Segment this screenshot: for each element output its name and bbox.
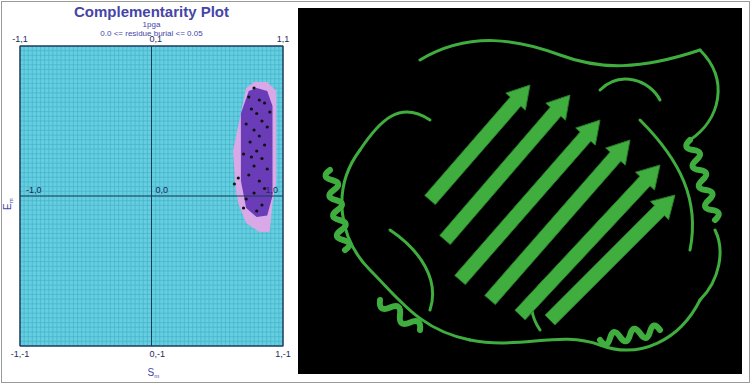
density-region [241,88,273,217]
figure: Complementarity Plot1pga0.0 <= residue b… [0,0,751,384]
point [242,206,245,209]
label-sub: m [154,373,159,379]
point [258,98,261,101]
corner-label: -1,-1 [11,349,30,359]
corner-label: -1,0 [26,185,42,195]
title: Complementarity Plot [74,3,229,20]
helix [600,325,660,344]
corner-label: 1,1 [277,34,290,44]
point [247,173,250,176]
corner-label: 0,-1 [150,349,166,359]
point [258,179,261,182]
point [266,125,269,128]
point [252,128,255,131]
point [245,197,248,200]
point [255,112,258,115]
beta-strand [425,85,530,205]
point [266,167,269,170]
loop [470,300,700,350]
protein-cartoon [298,8,742,374]
fine-grid [20,46,283,346]
axes [20,46,283,346]
beta-strand [545,195,675,325]
loop [360,112,430,150]
point [263,143,266,146]
loop [390,230,433,310]
loop [690,50,718,140]
corner-label: 0,1 [150,34,163,44]
corner-label: 1,-1 [275,349,291,359]
point [255,149,258,152]
y-tick-line [20,196,283,197]
point [252,164,255,167]
point [260,119,263,122]
subtitle: 1pga [143,20,161,29]
point [250,107,253,110]
point [260,203,263,206]
corner-label: 0,0 [156,185,169,195]
point [263,101,266,104]
point [245,122,248,125]
corner-label: 1,0 [265,185,278,195]
point [237,176,240,179]
x-axis-label: Sm [148,367,160,379]
point [252,191,255,194]
label-sub: m [8,198,14,203]
point [233,182,236,185]
figure-border [2,2,750,383]
loop [420,41,700,66]
helix [686,140,719,220]
point [249,140,252,143]
loop [600,79,660,100]
point [268,110,271,113]
helix [380,300,420,330]
loop [700,230,720,300]
plot-frame [20,46,283,346]
plot-data [233,82,276,232]
density-region [233,82,276,232]
point [260,157,263,160]
point [258,134,261,137]
beta-strand [515,165,660,320]
helix [325,170,349,250]
y-axis-label: Em [2,198,14,210]
render-background [298,8,742,374]
point [255,209,258,212]
point [252,86,255,89]
point [250,155,253,158]
grid-line [20,196,283,197]
point [247,95,250,98]
corner-label: -1,1 [12,34,28,44]
point [242,152,245,155]
plot-background [20,46,283,346]
